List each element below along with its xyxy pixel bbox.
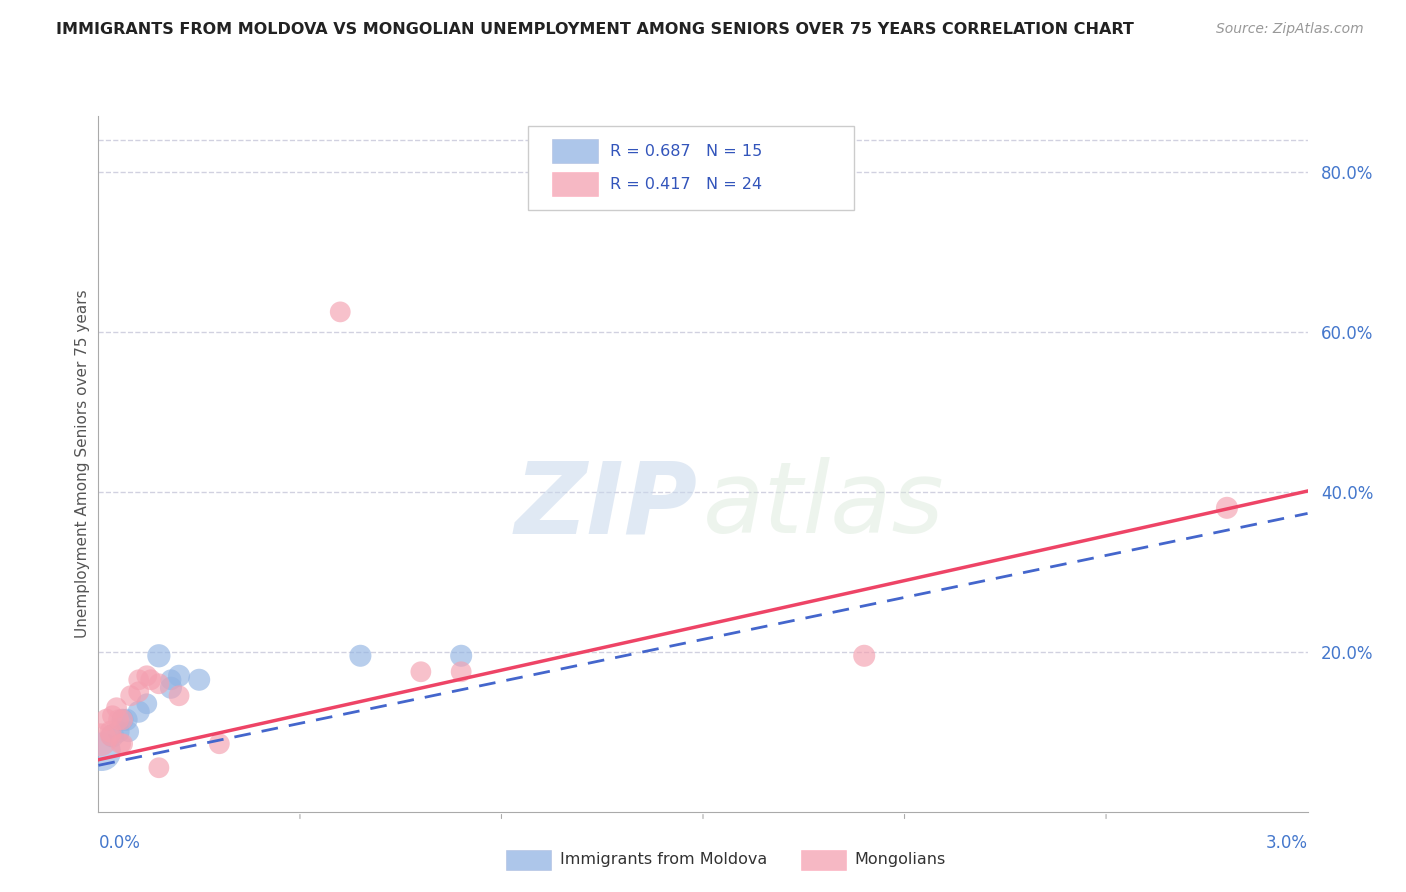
Point <box>107 713 129 727</box>
FancyBboxPatch shape <box>527 127 855 210</box>
Text: IMMIGRANTS FROM MOLDOVA VS MONGOLIAN UNEMPLOYMENT AMONG SENIORS OVER 75 YEARS CO: IMMIGRANTS FROM MOLDOVA VS MONGOLIAN UNE… <box>56 22 1135 37</box>
Point <box>853 648 876 663</box>
Point <box>89 732 111 747</box>
Point <box>111 737 134 751</box>
Point <box>329 305 352 319</box>
Text: atlas: atlas <box>703 457 945 554</box>
Point <box>100 729 122 743</box>
Point <box>450 665 472 679</box>
Point <box>148 761 170 775</box>
Point <box>148 677 170 691</box>
Text: 0.0%: 0.0% <box>98 834 141 852</box>
Point <box>135 669 157 683</box>
Point <box>90 745 112 759</box>
Point <box>450 648 472 663</box>
Point <box>111 713 134 727</box>
Point <box>107 724 129 739</box>
Point <box>105 700 128 714</box>
Bar <box>553 139 598 163</box>
Point <box>160 673 183 687</box>
Point <box>409 665 432 679</box>
Point <box>128 685 150 699</box>
Point <box>160 681 183 695</box>
Text: Immigrants from Moldova: Immigrants from Moldova <box>560 853 766 867</box>
Point <box>167 669 190 683</box>
Text: Source: ZipAtlas.com: Source: ZipAtlas.com <box>1216 22 1364 37</box>
Text: 3.0%: 3.0% <box>1265 834 1308 852</box>
Text: R = 0.687   N = 15: R = 0.687 N = 15 <box>610 144 762 159</box>
Point <box>167 689 190 703</box>
Point <box>96 713 118 727</box>
Point <box>115 713 138 727</box>
Point <box>188 673 211 687</box>
Point <box>135 697 157 711</box>
Point <box>110 737 132 751</box>
Point <box>208 737 231 751</box>
Point <box>100 724 122 739</box>
Bar <box>553 171 598 196</box>
Point <box>1216 500 1239 515</box>
Text: R = 0.417   N = 24: R = 0.417 N = 24 <box>610 177 762 192</box>
Point <box>349 648 371 663</box>
Point <box>101 729 124 743</box>
Point <box>101 708 124 723</box>
Point <box>148 648 170 663</box>
Point <box>120 689 142 703</box>
Point <box>111 713 134 727</box>
Y-axis label: Unemployment Among Seniors over 75 years: Unemployment Among Seniors over 75 years <box>75 290 90 638</box>
Text: Mongolians: Mongolians <box>855 853 946 867</box>
Text: ZIP: ZIP <box>515 457 697 554</box>
Point <box>139 673 162 687</box>
Point <box>128 673 150 687</box>
Point <box>128 705 150 719</box>
Point <box>118 724 141 739</box>
